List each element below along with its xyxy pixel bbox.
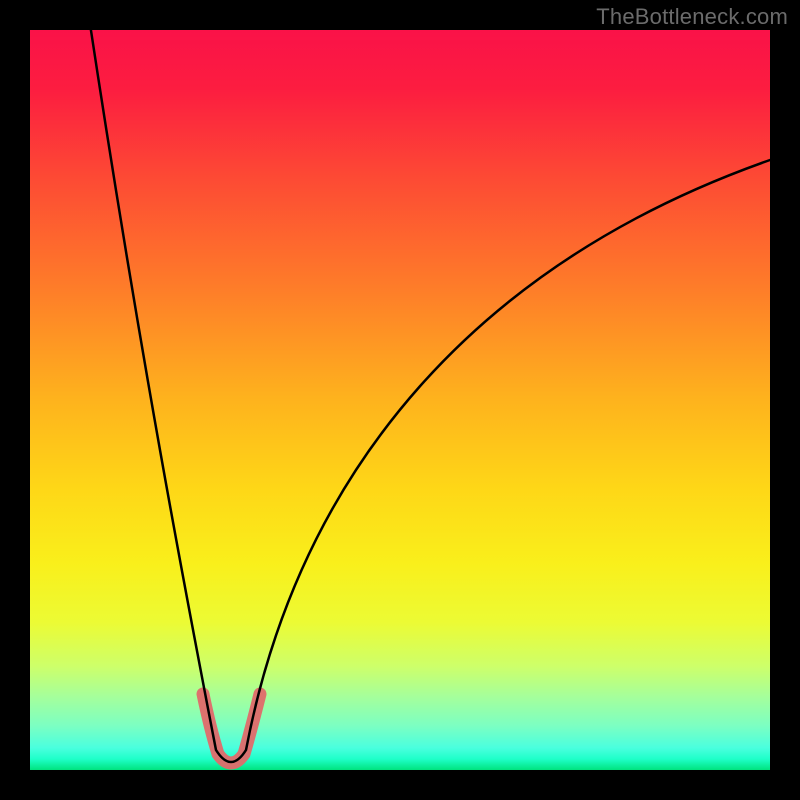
chart-root: { "watermark": { "text": "TheBottleneck.… (0, 0, 800, 800)
bottleneck-curve (90, 24, 770, 762)
plot-area (30, 30, 770, 770)
curve-overlay (30, 30, 770, 770)
watermark-text: TheBottleneck.com (596, 4, 788, 30)
